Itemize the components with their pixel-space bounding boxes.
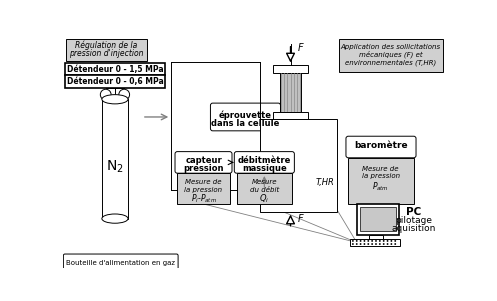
- Circle shape: [352, 240, 354, 242]
- Text: F: F: [298, 43, 303, 54]
- Circle shape: [356, 240, 358, 242]
- Text: Détendeur 0 - 1,5 MPa: Détendeur 0 - 1,5 MPa: [67, 65, 164, 74]
- Bar: [273, 65, 308, 73]
- Text: la pression: la pression: [184, 187, 223, 193]
- Circle shape: [100, 89, 111, 100]
- Circle shape: [379, 243, 381, 245]
- Circle shape: [367, 240, 369, 242]
- Text: $P_i$-$P_{atm}$: $P_i$-$P_{atm}$: [190, 192, 217, 205]
- Text: $Q_i$: $Q_i$: [259, 192, 269, 205]
- Circle shape: [363, 243, 365, 245]
- Bar: [177, 173, 230, 204]
- Text: la pression: la pression: [361, 173, 400, 179]
- Circle shape: [371, 240, 373, 242]
- Bar: [360, 207, 396, 231]
- Circle shape: [360, 240, 361, 242]
- Text: N$_2$: N$_2$: [106, 159, 124, 175]
- Text: Mesure de: Mesure de: [185, 179, 222, 185]
- Bar: [67, 39, 147, 61]
- Bar: [65, 63, 165, 75]
- Circle shape: [383, 240, 385, 242]
- Circle shape: [367, 243, 369, 245]
- Bar: [369, 235, 383, 239]
- Ellipse shape: [102, 214, 128, 223]
- Text: T,HR: T,HR: [316, 178, 334, 187]
- Text: pression: pression: [183, 164, 224, 173]
- Circle shape: [375, 243, 377, 245]
- FancyBboxPatch shape: [234, 152, 294, 173]
- Circle shape: [356, 243, 358, 245]
- Circle shape: [391, 240, 392, 242]
- Circle shape: [391, 243, 392, 245]
- Circle shape: [379, 240, 381, 242]
- Circle shape: [387, 240, 389, 242]
- Bar: [357, 204, 399, 235]
- Circle shape: [363, 240, 365, 242]
- Text: éprouvette: éprouvette: [219, 111, 271, 120]
- Circle shape: [383, 243, 385, 245]
- Text: $P_{atm}$: $P_{atm}$: [372, 180, 389, 193]
- FancyBboxPatch shape: [346, 136, 416, 158]
- Text: Détendeur 0 - 0,6 MPa: Détendeur 0 - 0,6 MPa: [67, 77, 164, 86]
- Bar: [260, 119, 337, 212]
- Text: capteur: capteur: [185, 156, 222, 165]
- FancyBboxPatch shape: [210, 103, 280, 131]
- Circle shape: [387, 243, 389, 245]
- Circle shape: [119, 89, 130, 100]
- Bar: [65, 75, 165, 88]
- Text: dans la cellule: dans la cellule: [211, 119, 279, 128]
- Text: du débit: du débit: [249, 187, 279, 193]
- Text: PC: PC: [406, 207, 421, 217]
- Circle shape: [352, 243, 354, 245]
- Text: aquisition: aquisition: [392, 224, 436, 233]
- Bar: [348, 158, 414, 204]
- Circle shape: [360, 243, 361, 245]
- Bar: [102, 99, 128, 219]
- Circle shape: [394, 243, 396, 245]
- Circle shape: [394, 240, 396, 242]
- Bar: [273, 112, 308, 119]
- Circle shape: [375, 240, 377, 242]
- FancyBboxPatch shape: [64, 254, 178, 269]
- Text: Mesure: Mesure: [251, 179, 277, 185]
- FancyBboxPatch shape: [175, 152, 232, 173]
- Text: mécaniques (F) et: mécaniques (F) et: [359, 51, 422, 58]
- Text: environnementales (T,HR): environnementales (T,HR): [345, 59, 436, 66]
- Bar: [350, 239, 400, 246]
- Text: baromètre: baromètre: [354, 141, 408, 150]
- Text: débitmètre: débitmètre: [238, 156, 291, 165]
- Text: Mesure de: Mesure de: [362, 166, 399, 172]
- Text: Application des sollicitations: Application des sollicitations: [340, 44, 441, 50]
- Text: Régulation de la: Régulation de la: [76, 41, 138, 50]
- Bar: [237, 173, 292, 204]
- Text: Bouteille d'alimentation en gaz: Bouteille d'alimentation en gaz: [66, 259, 175, 265]
- Text: massique: massique: [242, 164, 287, 173]
- Circle shape: [371, 243, 373, 245]
- Ellipse shape: [102, 95, 128, 104]
- Bar: [339, 39, 443, 72]
- Bar: [280, 73, 301, 112]
- Text: F: F: [298, 214, 303, 224]
- Text: pression d'injection: pression d'injection: [69, 48, 144, 57]
- Text: pilotage: pilotage: [395, 216, 432, 225]
